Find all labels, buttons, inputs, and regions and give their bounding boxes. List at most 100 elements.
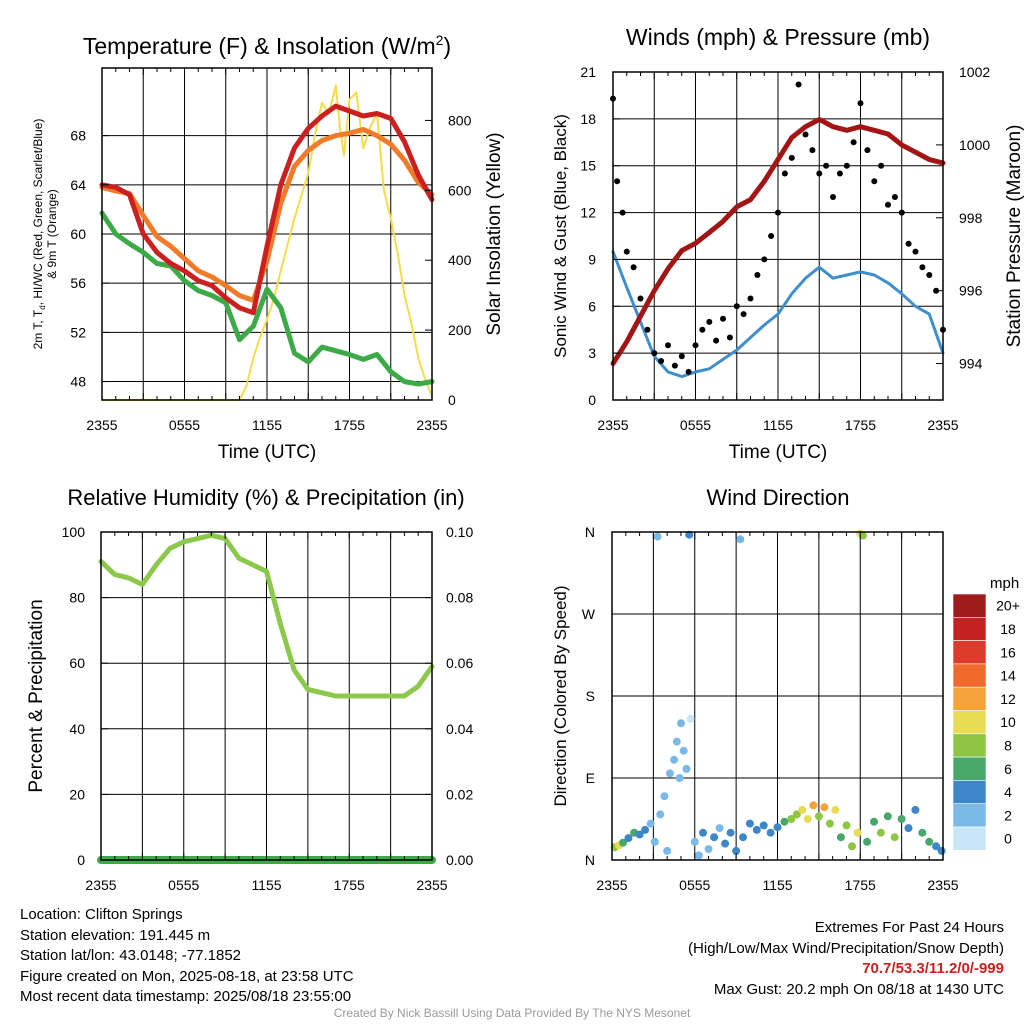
gust-point xyxy=(781,170,788,177)
gust-point xyxy=(878,162,885,169)
y-tick-label: N xyxy=(585,524,595,540)
y-tick-label: 15 xyxy=(580,158,596,174)
legend-label: 12 xyxy=(1000,691,1016,707)
direction-point xyxy=(932,842,941,851)
direction-point xyxy=(870,817,878,826)
direction-point xyxy=(715,824,724,833)
legend-label: 18 xyxy=(1000,621,1016,637)
temperature-title: Temperature (F) & Insolation (W/m2) xyxy=(83,32,451,59)
gust-point xyxy=(823,162,830,169)
y-tick-label: 60 xyxy=(69,655,85,671)
y2-tick-label: 1000 xyxy=(959,137,990,153)
direction-point xyxy=(792,810,801,819)
station-info: Location: Clifton Springs Station elevat… xyxy=(20,905,354,1008)
legend-label: 20+ xyxy=(996,598,1020,614)
direction-point xyxy=(653,532,662,541)
gust-point xyxy=(726,334,733,341)
gust-point xyxy=(768,233,775,239)
temperature-y2label: Solar Insolation (Yellow) xyxy=(484,132,505,335)
temperature-ylabel-2: & 9m T (Orange) xyxy=(45,189,59,279)
y-tick-label: E xyxy=(586,770,595,786)
y-tick-label: 40 xyxy=(69,721,85,737)
direction-point xyxy=(670,755,679,764)
direction-point xyxy=(663,846,672,855)
direction-point xyxy=(745,819,754,828)
gust-point xyxy=(898,209,905,216)
direction-legend: 20+ 18 16 14 12 10 8 6 4 2 0 xyxy=(952,593,1020,851)
temperature-ylabel: 2m T, Td, HI/WC (Red, Green, Scarlet/Blu… xyxy=(31,119,47,350)
series-2m-t xyxy=(99,103,435,316)
gust-point xyxy=(809,147,816,154)
x-tick-label: 1755 xyxy=(334,877,365,893)
y-tick-label: 64 xyxy=(70,177,86,193)
legend-swatch xyxy=(952,756,987,781)
y2-tick-label: 0.02 xyxy=(446,786,473,802)
legend-label: 6 xyxy=(1004,761,1012,777)
direction-point xyxy=(820,803,829,812)
direction-point xyxy=(863,837,872,846)
gust-point xyxy=(619,209,626,216)
legend-label: 0 xyxy=(1004,831,1012,847)
gust-point xyxy=(623,248,630,255)
direction-panel: Wind Direction 2355 0555 1155 1755 2355NESWN… xyxy=(551,485,1020,893)
gust-point xyxy=(733,303,740,310)
x-tick-label: 1155 xyxy=(762,877,792,893)
direction-point xyxy=(809,801,818,810)
temperature-ticks: 2355 0555 1155 1755 2355 48 52 56 60 64 68 0 200 400 6… xyxy=(70,68,472,433)
station-latlon: Station lat/lon: 43.0148; -77.1852 xyxy=(20,947,242,964)
winds-panel: Winds (mph) & Pressure (mb) 2355 0555 1155… xyxy=(551,24,1024,463)
direction-point xyxy=(787,815,796,823)
gust-point xyxy=(754,272,761,278)
direction-point xyxy=(690,837,699,846)
legend-swatch xyxy=(952,593,987,618)
legend-swatch xyxy=(952,640,987,665)
gust-point xyxy=(747,295,754,302)
gust-point xyxy=(850,139,857,146)
series-station-pressure xyxy=(610,116,946,367)
direction-point xyxy=(694,851,703,860)
recent-timestamp: Most recent data timestamp: 2025/08/18 2… xyxy=(20,988,352,1005)
direction-point xyxy=(798,805,807,814)
direction-point xyxy=(619,838,627,847)
x-tick-label: 2355 xyxy=(416,877,447,893)
direction-point xyxy=(831,805,840,814)
gust-point xyxy=(919,264,926,271)
gust-point xyxy=(912,248,919,255)
legend-swatch xyxy=(952,663,987,688)
gust-point xyxy=(843,162,850,169)
series-2m-td xyxy=(99,210,435,387)
station-location: Location: Clifton Springs xyxy=(20,906,183,923)
direction-point xyxy=(704,845,713,854)
direction-point xyxy=(766,828,775,837)
y2-tick-label: 0.08 xyxy=(446,590,473,606)
gust-point xyxy=(885,201,891,208)
direction-point xyxy=(876,828,885,837)
humidity-title: Relative Humidity (%) & Precipitation (i… xyxy=(67,485,464,510)
legend-swatch xyxy=(952,733,987,758)
x-tick-label: 0555 xyxy=(168,877,199,893)
y-tick-label: 60 xyxy=(70,226,86,242)
legend-label: 8 xyxy=(1004,737,1012,753)
gust-point xyxy=(658,358,665,364)
direction-point xyxy=(635,830,644,839)
legend-label: 10 xyxy=(1000,714,1016,730)
direction-ylabel: Direction (Colored By Speed) xyxy=(551,585,570,806)
y2-tick-label: 1002 xyxy=(959,64,990,80)
winds-series xyxy=(610,81,946,379)
legend-label: 2 xyxy=(1004,807,1012,823)
gust-point xyxy=(836,170,843,177)
direction-point xyxy=(641,825,650,834)
y2-tick-label: 994 xyxy=(959,356,983,372)
direction-point xyxy=(739,833,747,842)
direction-point xyxy=(937,846,946,855)
gust-point xyxy=(637,295,644,302)
y-tick-label: N xyxy=(585,852,595,868)
direction-point xyxy=(848,842,856,851)
x-tick-label: 2355 xyxy=(86,417,117,433)
gust-point xyxy=(644,326,651,333)
direction-point xyxy=(883,812,892,821)
winds-title: Winds (mph) & Pressure (mb) xyxy=(626,24,930,50)
gust-point xyxy=(788,154,795,161)
x-tick-label: 2355 xyxy=(85,877,116,893)
